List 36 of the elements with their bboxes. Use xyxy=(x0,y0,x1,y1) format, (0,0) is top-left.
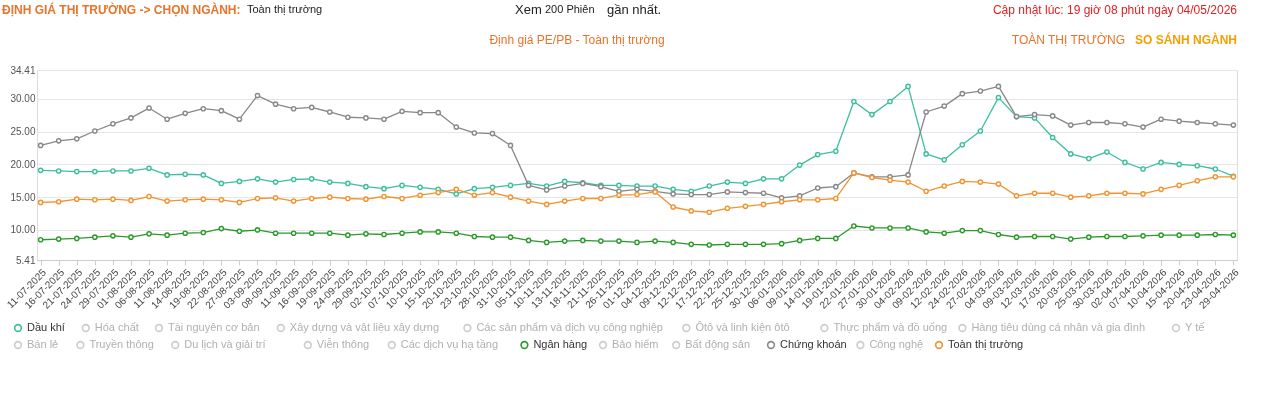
text: Xem xyxy=(515,2,542,17)
text: 200 Phiên xyxy=(545,3,595,15)
legend-label: Ngân hàng xyxy=(533,338,588,350)
legend-label: Bất động sản xyxy=(685,338,751,350)
legend-label: Dầu khí xyxy=(27,321,65,333)
legend-label: Ôtô và linh kiện ôtô xyxy=(695,321,790,333)
chart-title: Định giá PE/PB - Toàn thị trường xyxy=(489,33,665,47)
text: TOÀN THỊ TRƯỜNG xyxy=(1011,32,1125,47)
text: ĐỊNH GIÁ THỊ TRƯỜNG -> CHỌN NGÀNH: xyxy=(2,2,241,17)
legend-label: Du lịch và giải trí xyxy=(184,338,266,350)
legend-label: Xây dựng và vật liệu xây dựng xyxy=(289,321,440,333)
legend-label: Hàng tiêu dùng cá nhân và gia đình xyxy=(971,321,1146,333)
legend-label: Thực phẩm và đồ uống xyxy=(833,321,948,333)
legend-label: Truyền thông xyxy=(89,338,154,350)
legend-label: Y tế xyxy=(1185,321,1205,333)
y-tick-label: 15.00 xyxy=(10,191,36,203)
text: Toàn thị trường xyxy=(247,3,323,15)
legend-label: Bảo hiểm xyxy=(612,338,659,350)
y-tick-label: 20.00 xyxy=(10,158,36,170)
legend-label: Chứng khoán xyxy=(780,338,847,350)
legend-label: Viễn thông xyxy=(316,338,370,350)
legend-label: Hóa chất xyxy=(94,321,139,333)
y-tick-label: 34.41 xyxy=(10,64,36,76)
legend-label: Các dịch vụ hạ tầng xyxy=(400,338,499,350)
y-tick-label: 25.00 xyxy=(10,126,36,138)
legend-label: Các sản phẩm và dịch vụ công nghiệp xyxy=(476,321,663,333)
y-tick-label: 30.00 xyxy=(10,93,36,105)
legend-label: Bán lẻ xyxy=(27,338,59,350)
text: gần nhất. xyxy=(607,2,662,17)
text: Cập nhật lúc: 19 giờ 08 phút ngày 04/05/2026 xyxy=(992,3,1238,17)
y-tick-label: 5.41 xyxy=(16,254,36,266)
legend-label: Toàn thị trường xyxy=(948,338,1024,350)
text: SO SÁNH NGÀNH xyxy=(1134,32,1237,47)
legend-label: Tài nguyên cơ bản xyxy=(168,321,260,333)
y-tick-label: 10.00 xyxy=(10,224,36,236)
legend-label: Công nghệ xyxy=(869,338,924,350)
